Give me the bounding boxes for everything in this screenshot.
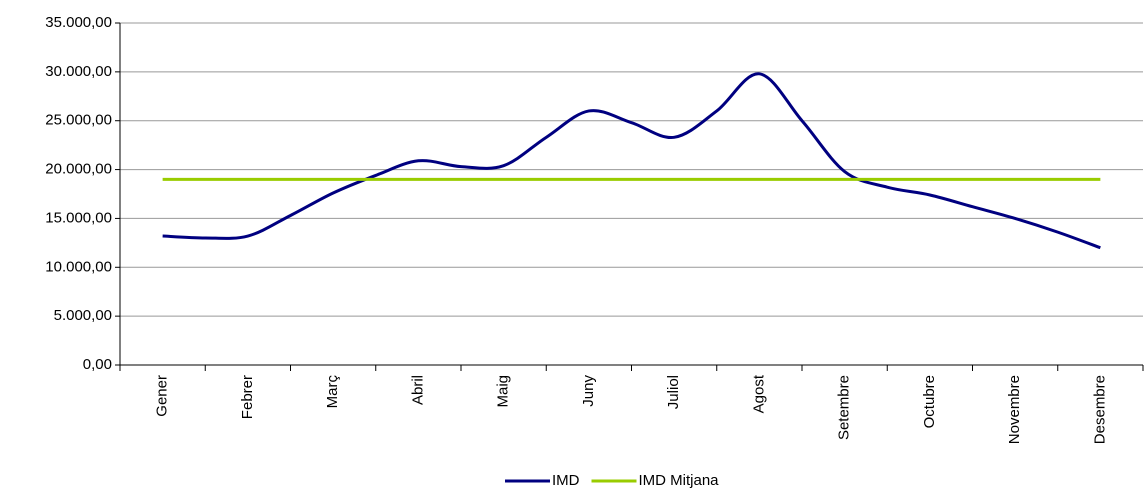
y-tick-label: 5.000,00 <box>54 307 112 324</box>
y-tick-label: 25.000,00 <box>45 112 112 129</box>
line-series <box>162 72 1101 250</box>
x-tick-label: Agost <box>750 374 767 413</box>
y-tick-label: 15.000,00 <box>45 209 112 226</box>
y-tick-label: 35.000,00 <box>45 14 112 31</box>
x-tick-label: Setembre <box>836 375 853 440</box>
x-tick-label: Desembre <box>1091 375 1108 444</box>
y-tick-label: 30.000,00 <box>45 63 112 80</box>
x-tick-label: Novembre <box>1006 375 1023 444</box>
legend-label: IMD Mitjana <box>639 472 720 489</box>
y-tick-label: 20.000,00 <box>45 161 112 178</box>
y-tick-label: 0,00 <box>83 356 112 373</box>
legend-label: IMD <box>552 472 580 489</box>
x-tick-label: Març <box>324 375 341 409</box>
x-tick-label: Octubre <box>921 375 938 428</box>
x-tick-label: Gener <box>154 375 171 417</box>
x-tick-label: Juliol <box>665 375 682 409</box>
x-tick-label: Juny <box>580 375 597 407</box>
x-tick-label: Maig <box>495 375 512 408</box>
x-tick-label: Febrer <box>239 375 256 419</box>
x-tick-label: Abril <box>409 375 426 405</box>
y-tick-label: 10.000,00 <box>45 258 112 275</box>
